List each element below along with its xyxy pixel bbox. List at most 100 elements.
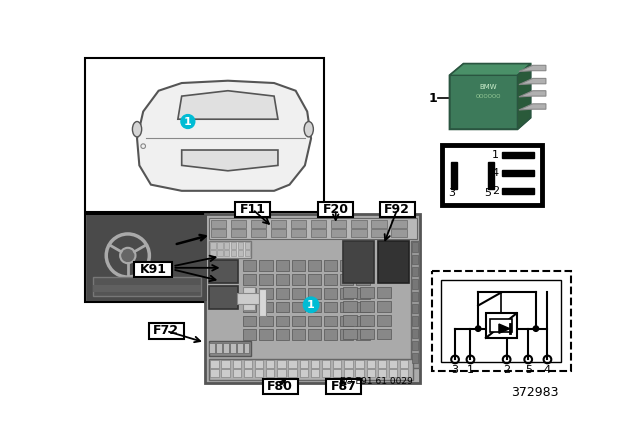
Bar <box>308 329 321 340</box>
Bar <box>360 315 374 326</box>
Bar <box>310 370 319 377</box>
Bar <box>310 360 319 368</box>
Bar <box>259 315 273 326</box>
Bar <box>488 162 494 189</box>
Text: K91: K91 <box>140 263 166 276</box>
Polygon shape <box>517 64 531 129</box>
Bar <box>308 274 321 285</box>
Bar <box>210 242 216 249</box>
Text: F20: F20 <box>323 203 349 216</box>
Polygon shape <box>499 324 509 333</box>
Text: F72: F72 <box>154 324 179 337</box>
Text: 4: 4 <box>544 365 551 375</box>
Bar <box>486 313 516 338</box>
Bar <box>378 360 386 368</box>
Text: 1: 1 <box>428 92 437 105</box>
Bar <box>502 170 534 176</box>
Text: 1: 1 <box>492 151 499 160</box>
Bar <box>340 288 353 299</box>
Text: EO E91 61 0029: EO E91 61 0029 <box>340 376 413 386</box>
Bar <box>340 315 353 326</box>
Bar <box>292 274 305 285</box>
Bar <box>209 341 251 356</box>
Bar <box>205 214 420 383</box>
Bar <box>271 229 287 237</box>
Bar <box>289 360 297 368</box>
Bar <box>230 343 236 353</box>
Bar <box>235 202 270 217</box>
Text: 2: 2 <box>492 186 499 196</box>
Bar <box>371 220 387 228</box>
Bar <box>344 370 353 377</box>
Bar <box>259 289 266 315</box>
Bar <box>356 260 369 271</box>
Bar <box>251 229 266 237</box>
Bar <box>245 250 250 256</box>
Circle shape <box>476 326 481 332</box>
Text: 3: 3 <box>452 365 458 375</box>
Bar <box>243 274 257 285</box>
Bar <box>231 229 246 237</box>
Bar <box>451 162 458 189</box>
Bar <box>223 343 228 353</box>
Bar <box>356 302 369 313</box>
Bar <box>308 260 321 271</box>
Bar <box>391 220 406 228</box>
Bar <box>216 343 221 353</box>
Ellipse shape <box>304 121 314 137</box>
Bar <box>291 220 307 228</box>
Bar <box>276 302 289 313</box>
Bar <box>292 260 305 271</box>
Bar <box>276 329 289 340</box>
Bar <box>292 302 305 313</box>
Bar <box>391 229 406 237</box>
Polygon shape <box>450 64 531 75</box>
Bar <box>266 360 275 368</box>
Bar <box>276 274 289 285</box>
Bar <box>211 229 227 237</box>
Text: 5: 5 <box>484 188 492 198</box>
Bar <box>292 329 305 340</box>
Text: 372983: 372983 <box>511 386 559 399</box>
Bar <box>378 315 391 326</box>
Bar <box>217 250 223 256</box>
Bar <box>224 250 230 256</box>
Bar <box>292 288 305 299</box>
Bar <box>356 329 369 340</box>
Bar <box>331 220 346 228</box>
Bar <box>87 215 207 301</box>
Bar <box>344 301 357 312</box>
Bar <box>322 370 330 377</box>
Bar <box>371 229 387 237</box>
Text: 1: 1 <box>307 300 315 310</box>
Text: 3: 3 <box>448 188 454 198</box>
Bar <box>411 241 419 368</box>
Bar <box>243 315 257 326</box>
Bar <box>259 302 273 313</box>
Bar <box>351 220 367 228</box>
Bar <box>490 319 512 332</box>
Bar <box>344 329 357 340</box>
Polygon shape <box>519 78 546 85</box>
Bar <box>232 360 241 368</box>
Bar <box>244 343 250 353</box>
Polygon shape <box>137 81 311 191</box>
Bar <box>356 315 369 326</box>
Polygon shape <box>519 90 546 97</box>
Bar <box>291 229 307 237</box>
Text: F92: F92 <box>385 203 410 216</box>
Bar <box>389 370 397 377</box>
Text: OOOOOO: OOOOOO <box>476 95 501 99</box>
Bar <box>324 274 337 285</box>
Bar <box>355 360 364 368</box>
Bar <box>412 292 418 301</box>
Bar <box>367 360 375 368</box>
Bar <box>355 370 364 377</box>
Bar <box>308 315 321 326</box>
Bar <box>244 370 252 377</box>
Bar <box>308 288 321 299</box>
Bar <box>351 229 367 237</box>
Text: F11: F11 <box>239 203 266 216</box>
Bar <box>300 360 308 368</box>
Bar <box>311 220 326 228</box>
